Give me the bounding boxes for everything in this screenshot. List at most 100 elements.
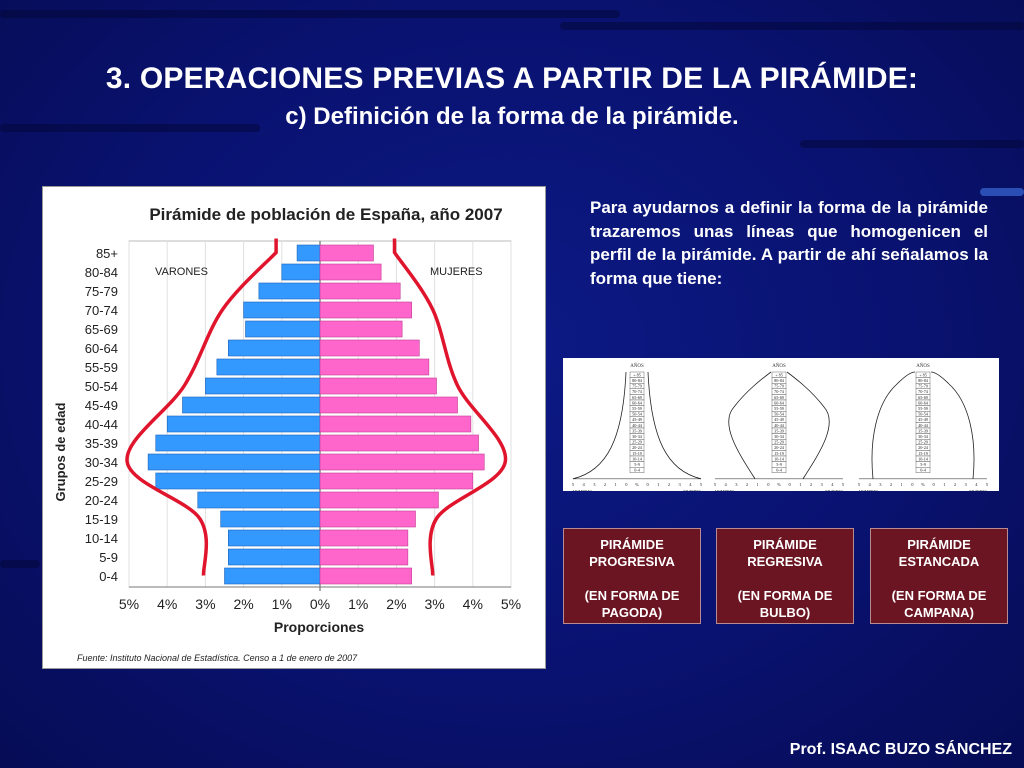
x-tick-label: 2% [386, 596, 406, 612]
pyramid-shapes-image: AÑOS + 85 80-84 75-79 70-74 65-69 60-64 55-59 50… [563, 358, 999, 494]
thumb-age-label: 35-39 [774, 428, 784, 433]
age-group-label: 15-19 [85, 512, 118, 527]
thumb-axis-tick: 5 [714, 482, 717, 487]
thumb-axis-tick: 1 [943, 482, 945, 487]
thumb-age-label: 70-74 [632, 389, 643, 394]
card-line: (EN FORMA DE [584, 588, 680, 603]
thumb-age-header: AÑOS [772, 363, 786, 369]
thumb-age-label: 55-59 [918, 406, 928, 411]
thumb-age-label: 75-79 [774, 384, 784, 389]
thumb-age-label: 25-29 [774, 440, 784, 445]
thumb-left-label: HOMBRES [715, 489, 734, 491]
legend-mujeres: MUJERES [430, 266, 483, 278]
age-group-label: 55-59 [85, 360, 118, 375]
thumb-age-header: AÑOS [916, 363, 930, 369]
thumb-age-label: 65-69 [632, 395, 642, 400]
thumb-age-label: 45-49 [918, 417, 928, 422]
thumb-age-label: 15-19 [632, 451, 642, 456]
thumb-axis-tick: 0 [625, 482, 628, 487]
outline-left [125, 238, 278, 576]
thumb-axis-tick: 4 [689, 482, 692, 487]
thumb-age-label: 30-34 [918, 434, 929, 439]
thumb-age-label: 50-54 [918, 412, 929, 417]
bar-mujeres [319, 472, 474, 490]
thumb-age-label: 50-54 [774, 412, 785, 417]
age-group-label: 45-49 [85, 398, 118, 413]
background-streak [0, 10, 620, 18]
thumb-axis-tick: 3 [879, 482, 882, 487]
x-tick-label: 1% [272, 596, 292, 612]
thumb-age-label: 70-74 [918, 389, 929, 394]
x-tick-label: 3% [195, 596, 215, 612]
thumb-age-label: 40-44 [774, 423, 785, 428]
thumb-axis-tick: % [777, 482, 781, 487]
thumb-age-label: 15-19 [918, 451, 928, 456]
thumb-axis-tick: 2 [954, 482, 956, 487]
chart-source-note: Fuente: Instituto Nacional de Estadístic… [77, 653, 358, 663]
thumb-axis-tick: 5 [842, 482, 845, 487]
thumb-outline-bell [871, 371, 975, 479]
outline-right [392, 238, 508, 576]
slide-subtitle: c) Definición de la forma de la pirámide… [285, 103, 739, 130]
bar-mujeres [319, 510, 416, 528]
bar-varones [205, 377, 321, 395]
population-pyramid-chart: Pirámide de población de España, año 200… [53, 205, 521, 663]
card-line: (EN FORMA DE [737, 588, 833, 603]
thumb-left-label: HOMBRES [573, 489, 592, 491]
bar-mujeres [319, 282, 401, 300]
pyramid-shape-thumbnail: AÑOS+ 8580-8475-7970-7465-6960-6455-5950… [858, 363, 989, 494]
y-axis-label: Grupos de edad [53, 402, 68, 501]
chart-title: Pirámide de población de España, año 200… [149, 205, 502, 224]
thumb-age-label: 35-39 [918, 428, 928, 433]
age-group-label: 65-69 [85, 322, 118, 337]
age-group-label: 40-44 [85, 417, 118, 432]
x-tick-label: 3% [424, 596, 444, 612]
bar-mujeres [319, 491, 439, 509]
thumb-axis-tick: 3 [965, 482, 968, 487]
bar-mujeres [319, 548, 409, 566]
thumb-axis-tick: 2 [810, 482, 812, 487]
thumb-age-label: 35-39 [632, 428, 642, 433]
thumb-age-label: 0-4 [634, 468, 640, 473]
age-group-label: 60-64 [85, 341, 118, 356]
age-group-label: 20-24 [85, 493, 118, 508]
x-tick-label: 5% [501, 596, 521, 612]
background-streak [560, 22, 1024, 30]
age-group-label: 80-84 [85, 265, 118, 280]
bar-mujeres [319, 434, 479, 452]
thumb-outline-pagoda [572, 371, 702, 480]
thumb-axis-tick: 4 [975, 482, 978, 487]
thumb-axis-tick: 1 [799, 482, 801, 487]
age-group-label: 85+ [96, 246, 118, 261]
card-line: BULBO) [759, 605, 811, 620]
thumb-age-header: AÑOS [630, 363, 644, 369]
age-group-label: 5-9 [99, 550, 118, 565]
card-regresiva: PIRÁMIDE REGRESIVA (EN FORMA DE BULBO) [716, 528, 854, 624]
bar-varones [220, 510, 321, 528]
card-progresiva: PIRÁMIDE PROGRESIVA (EN FORMA DE PAGODA) [563, 528, 701, 624]
slide-title: 3. OPERACIONES PREVIAS A PARTIR DE LA PI… [105, 62, 919, 95]
thumb-axis-tick: 2 [668, 482, 670, 487]
thumb-axis-tick: 4 [725, 482, 728, 487]
bar-mujeres [319, 244, 374, 262]
card-line: (EN FORMA DE [891, 588, 987, 603]
thumb-age-label: + 85 [633, 372, 641, 377]
bar-mujeres [319, 567, 412, 585]
pyramid-shape-thumbnail: AÑOS+ 8580-8475-7970-7465-6960-6455-5950… [572, 363, 703, 494]
thumb-age-label: 50-54 [632, 412, 643, 417]
bar-mujeres [319, 339, 420, 357]
bar-varones [155, 472, 321, 490]
thumb-axis-tick: 4 [583, 482, 586, 487]
bar-varones [258, 282, 321, 300]
thumb-axis-tick: 0 [933, 482, 936, 487]
thumb-axis-tick: 1 [615, 482, 617, 487]
age-group-label: 25-29 [85, 474, 118, 489]
thumb-axis-tick: 5 [700, 482, 703, 487]
card-estancada: PIRÁMIDE ESTANCADA (EN FORMA DE CAMPANA) [870, 528, 1008, 624]
bar-mujeres [319, 377, 437, 395]
thumb-axis-tick: 4 [831, 482, 834, 487]
age-group-label: 50-54 [85, 379, 118, 394]
thumb-right-label: MUJERES [683, 489, 701, 491]
thumb-right-label: MUJERES [825, 489, 843, 491]
thumb-age-label: 5-9 [776, 462, 782, 467]
